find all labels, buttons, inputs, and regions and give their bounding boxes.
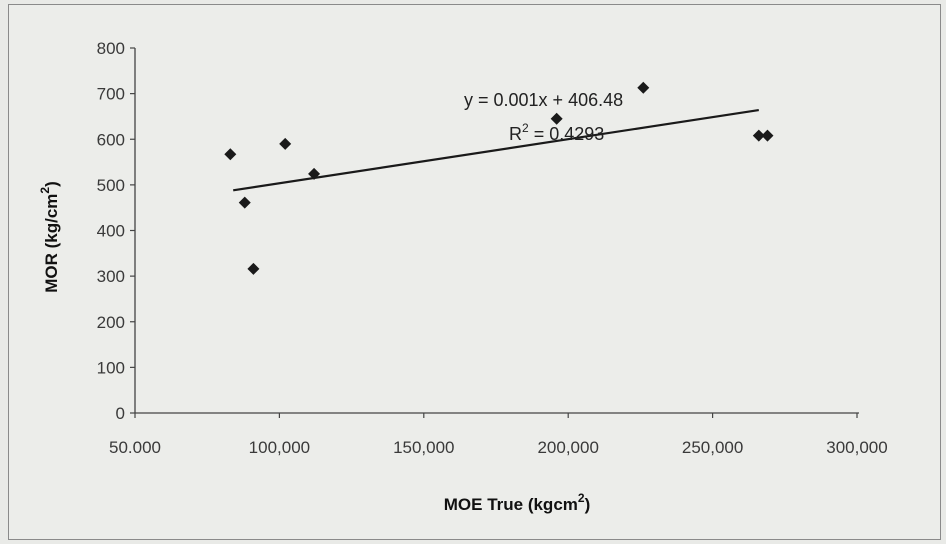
x-tick-label: 250,000 <box>682 438 743 457</box>
y-tick-label: 700 <box>97 85 125 104</box>
data-point <box>238 196 251 209</box>
y-axis: 0 100 200 300 400 500 600 700 800 <box>97 39 136 423</box>
scatter-chart: 0 100 200 300 400 500 600 700 800 50.000 100,000 1… <box>38 39 888 514</box>
y-tick-label: 500 <box>97 176 125 195</box>
x-tick-label: 50.000 <box>109 438 161 457</box>
y-tick-label: 200 <box>97 313 125 332</box>
y-axis-title: MOR (kg/cm2) <box>38 181 61 293</box>
data-point <box>224 148 237 161</box>
x-tick-label: 100,000 <box>249 438 310 457</box>
data-point <box>550 112 563 125</box>
y-tick-label: 100 <box>97 358 125 377</box>
y-tick-label: 400 <box>97 222 125 241</box>
y-tick-label: 600 <box>97 130 125 149</box>
trendline-group <box>233 108 759 192</box>
y-tick-label: 300 <box>97 267 125 286</box>
x-axis: 50.000 100,000 150,000 200,000 250,000 300,00… <box>109 412 888 457</box>
data-point <box>637 81 650 94</box>
data-point <box>752 129 765 142</box>
data-point <box>761 129 774 142</box>
data-point <box>279 137 292 150</box>
x-tick-label: 200,000 <box>537 438 598 457</box>
data-point <box>247 262 260 275</box>
trendline <box>233 108 759 192</box>
y-tick-label: 800 <box>97 39 125 58</box>
x-tick-label: 300,000 <box>826 438 887 457</box>
x-axis-title: MOE True (kgcm2) <box>444 491 591 514</box>
y-tick-label: 0 <box>116 404 125 423</box>
x-tick-label: 150,000 <box>393 438 454 457</box>
chart-area: 0 100 200 300 400 500 600 700 800 50.000 100,000 1… <box>8 4 941 540</box>
trendline-r-squared: R2 = 0.4293 <box>509 121 604 144</box>
trendline-equation: y = 0.001x + 406.48 <box>464 90 623 110</box>
